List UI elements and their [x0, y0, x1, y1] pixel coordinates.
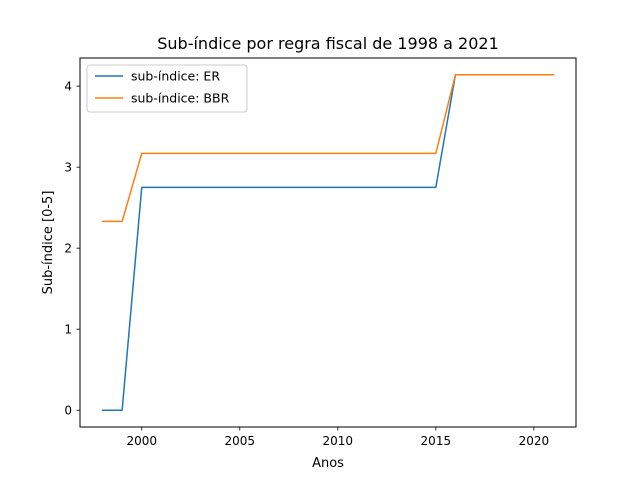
ticks-layer: 2000 2005 2010 2015 2020 0 1 2 3 4	[64, 80, 549, 448]
legend: sub-índice: ER sub-índice: BBR	[86, 64, 248, 113]
legend-label-sub-indice-bbr: sub-índice: BBR	[131, 91, 230, 106]
chart-title: Sub-índice por regra fiscal de 1998 a 20…	[157, 34, 499, 53]
y-tick-label: 4	[64, 80, 72, 94]
x-tick-label: 2020	[519, 434, 550, 448]
y-tick-label: 1	[64, 323, 72, 337]
y-tick-label: 2	[64, 242, 72, 256]
series-layer	[101, 74, 555, 411]
plot-frame	[79, 57, 577, 428]
series-line-sub-indice-bbr	[101, 74, 555, 223]
x-tick-label: 2000	[126, 434, 157, 448]
y-axis-label: Sub-índice [0-5]	[41, 191, 56, 295]
legend-box	[86, 64, 248, 113]
x-axis-label: Anos	[312, 456, 344, 471]
legend-label-sub-indice-er: sub-índice: ER	[131, 69, 220, 84]
x-tick-label: 2005	[225, 434, 256, 448]
y-tick-label: 0	[64, 404, 72, 418]
x-tick-label: 2015	[421, 434, 452, 448]
x-tick-label: 2010	[323, 434, 354, 448]
y-tick-label: 3	[64, 161, 72, 175]
